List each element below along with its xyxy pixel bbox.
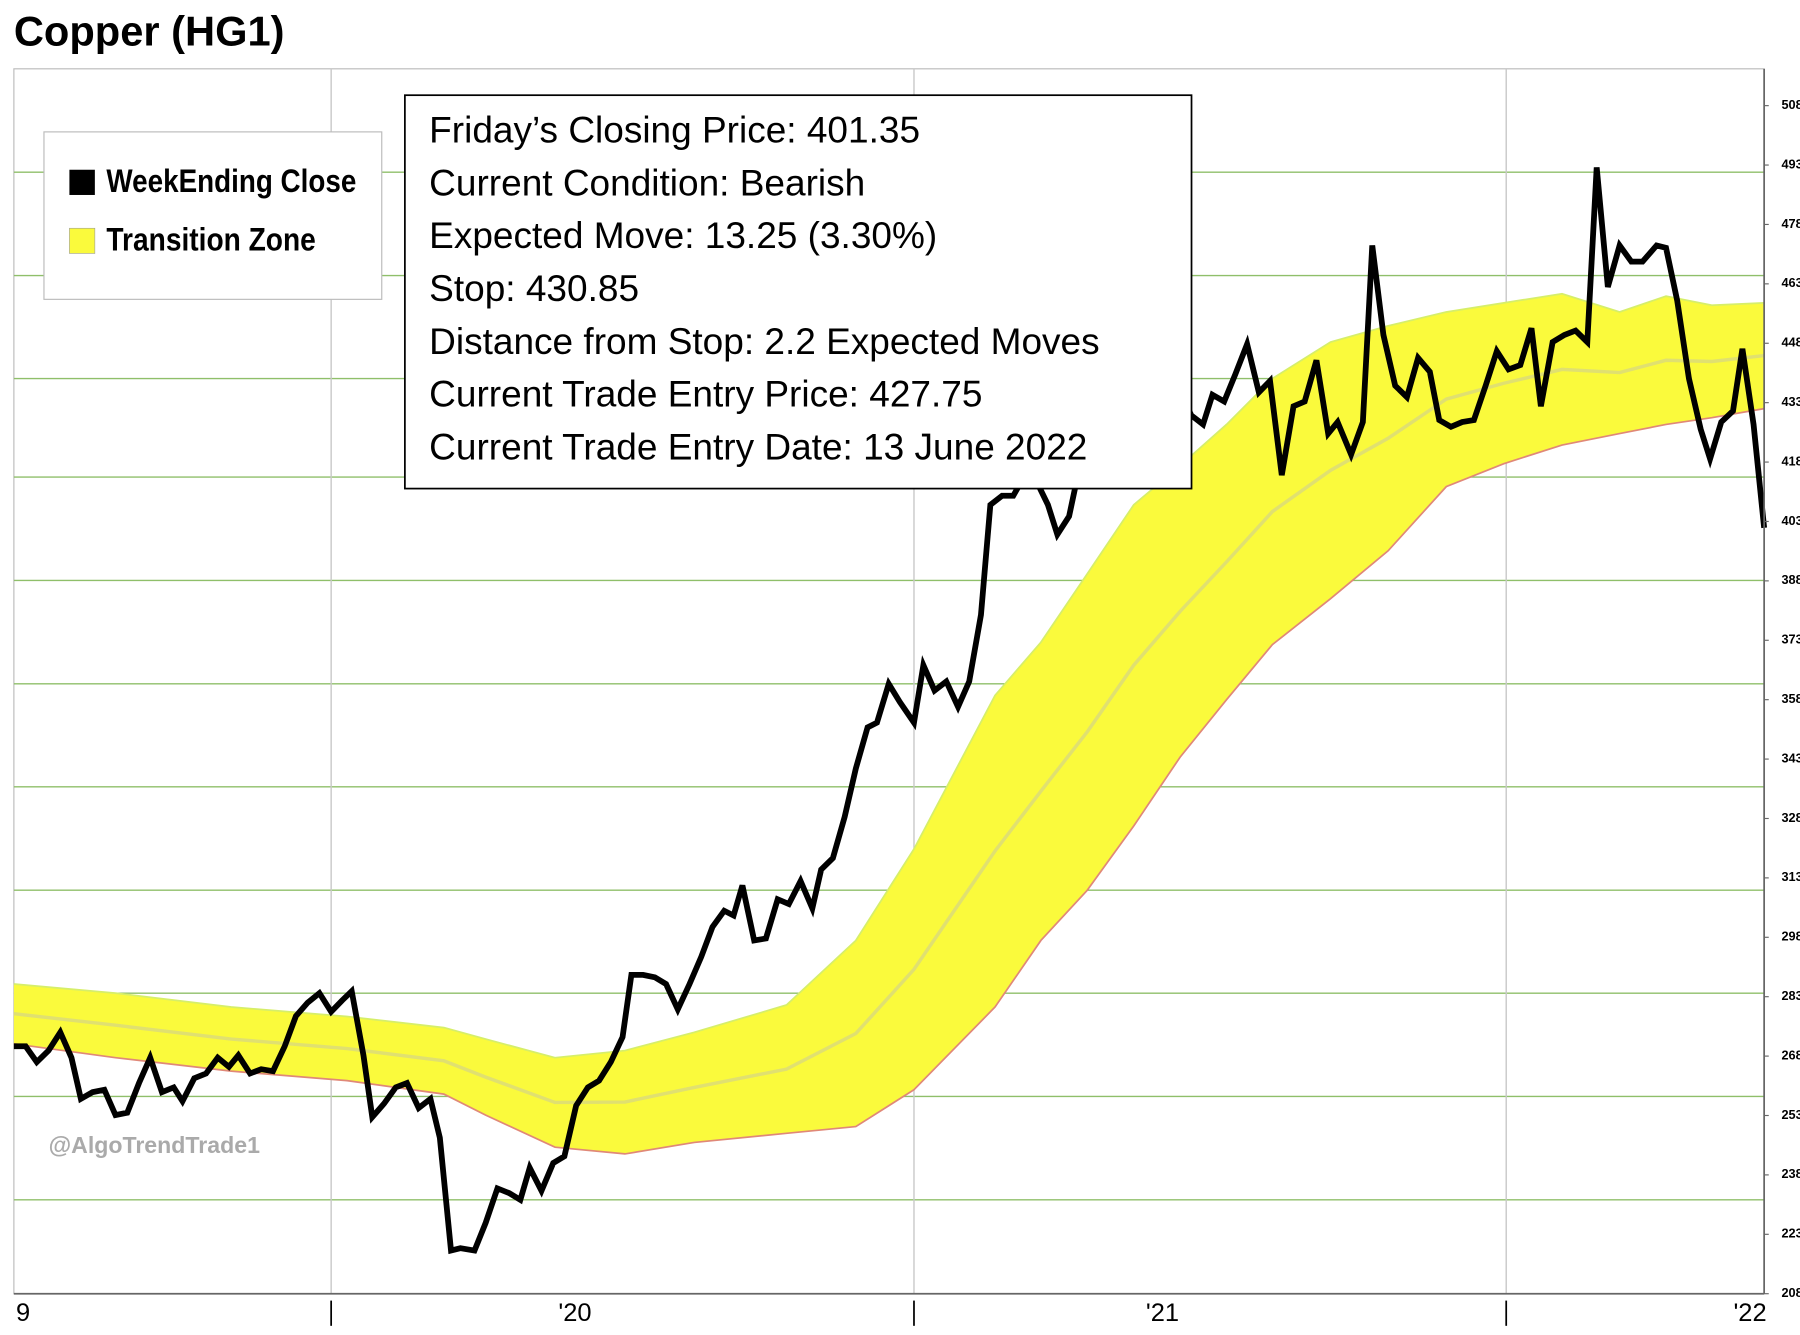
legend-label: WeekEnding Close (106, 163, 356, 199)
y-tick-label: 493 (1781, 157, 1800, 171)
info-box-frame (404, 94, 1193, 490)
info-line: Current Trade Entry Price: 427.75 (429, 374, 982, 415)
y-tick-label: 478 (1781, 217, 1800, 231)
y-tick-label: 358 (1781, 692, 1800, 706)
ticks: 208 223 238 253 268 283 298 313 328 343 358 373 388 4… (16, 98, 1800, 1327)
legend: WeekEnding Close Transition Zone (43, 131, 383, 300)
legend-label: Transition Zone (106, 222, 315, 258)
y-tick-label: 433 (1781, 395, 1800, 409)
legend-swatch (69, 227, 96, 254)
y-tick-label: 403 (1781, 514, 1800, 528)
y-tick-label: 388 (1781, 573, 1800, 587)
x-tick-label: '20 (558, 1299, 591, 1327)
y-tick-label: 268 (1781, 1048, 1800, 1062)
y-tick-label: 208 (1781, 1286, 1800, 1300)
info-box: Friday’s Closing Price: 401.35 Current Co… (404, 94, 1193, 490)
y-tick-label: 298 (1781, 930, 1800, 944)
zone-center-line (13, 353, 1765, 1105)
y-tick-label: 448 (1781, 336, 1800, 350)
y-tick-label: 373 (1781, 633, 1800, 647)
info-line: Distance from Stop: 2.2 Expected Moves (429, 321, 1099, 362)
close-line (13, 167, 1768, 1255)
y-tick-label: 328 (1781, 811, 1800, 825)
y-tick-label: 238 (1781, 1167, 1800, 1181)
x-tick-label: 9 (16, 1299, 30, 1327)
y-tick-label: 508 (1781, 98, 1800, 112)
x-tick-label: '22 (1733, 1299, 1766, 1327)
x-tick-label: '21 (1146, 1299, 1179, 1327)
y-tick-label: 343 (1781, 751, 1800, 765)
y-tick-label: 253 (1781, 1108, 1800, 1122)
y-tick-label: 223 (1781, 1227, 1800, 1241)
zone-upper-edge (13, 292, 1765, 1059)
marks (13, 167, 1768, 1255)
y-tick-label: 418 (1781, 454, 1800, 468)
y-tick-label: 463 (1781, 276, 1800, 290)
info-line: Friday’s Closing Price: 401.35 (429, 110, 920, 151)
y-tick-label: 313 (1781, 870, 1800, 884)
watermark: @AlgoTrendTrade1 (49, 1132, 261, 1158)
info-line: Current Condition: Bearish (429, 163, 865, 204)
y-tick-label: 283 (1781, 989, 1800, 1003)
zone-lower-edge (13, 407, 1765, 1155)
transition-zone (13, 293, 1765, 1154)
chart-title: Copper (HG1) (14, 7, 285, 54)
info-line: Expected Move: 13.25 (3.30%) (429, 215, 937, 256)
info-line: Current Trade Entry Date: 13 June 2022 (429, 426, 1087, 467)
legend-swatch (69, 169, 95, 195)
legend-box (43, 131, 383, 300)
info-line: Stop: 430.85 (429, 268, 639, 309)
